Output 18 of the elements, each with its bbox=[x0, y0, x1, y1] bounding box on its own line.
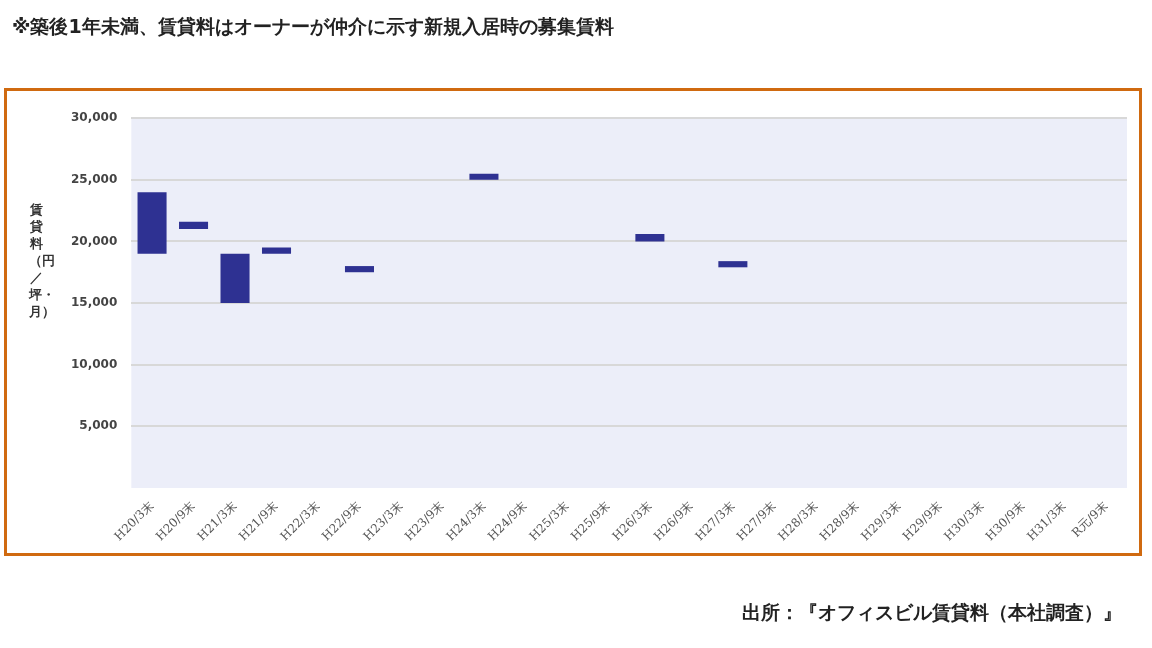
x-tick-label: R元/9末 bbox=[1069, 498, 1111, 540]
y-tick-label: 20,000 bbox=[70, 233, 118, 248]
y-tick-label: 15,000 bbox=[70, 295, 118, 310]
chart-title: ※築後1年未満、賃貸料はオーナーが仲介に示す新規入居時の募集賃料 bbox=[12, 14, 614, 39]
bar bbox=[179, 221, 209, 230]
bar bbox=[344, 266, 375, 273]
y-tick-label: 30,000 bbox=[70, 110, 118, 125]
bar bbox=[469, 173, 499, 180]
bar bbox=[137, 192, 167, 254]
bar bbox=[220, 253, 250, 304]
text: 出所：『オフィスビル賃貸料（本社調査）』 bbox=[742, 600, 1122, 625]
y-axis-title: 賃貸料（円／坪・月） bbox=[29, 201, 55, 320]
y-tick-label: 5,000 bbox=[79, 418, 118, 433]
bar bbox=[261, 247, 292, 254]
bar bbox=[635, 234, 665, 242]
y-tick-label: 25,000 bbox=[70, 171, 118, 186]
bar bbox=[718, 261, 748, 268]
y-tick-label: 10,000 bbox=[70, 356, 118, 371]
